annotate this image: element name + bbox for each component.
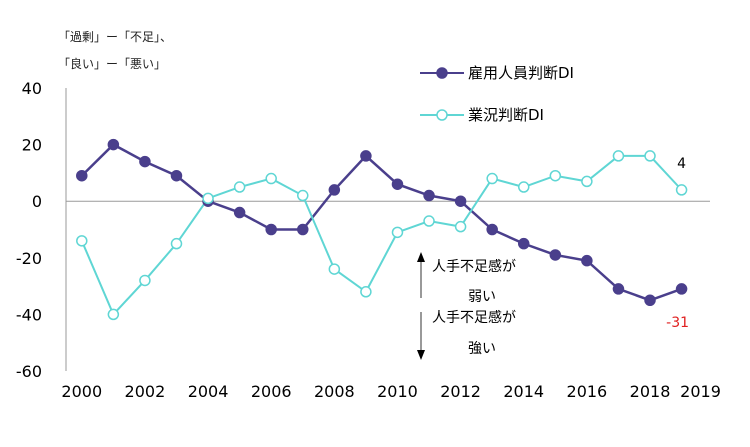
annotation-weak-line-1: 人手不足感が xyxy=(432,259,516,275)
data-point-employment xyxy=(486,223,498,236)
data-point-business xyxy=(139,274,151,287)
data-point-employment xyxy=(297,223,309,236)
legend-business-label: 業況判断DI xyxy=(468,106,544,124)
arrow-down-icon xyxy=(417,350,425,360)
data-point-employment xyxy=(328,184,341,196)
annotation-weak-line-2: 弱い xyxy=(468,289,496,305)
data-point-business xyxy=(581,175,593,188)
data-point-employment xyxy=(675,283,688,295)
legend-employment: 雇用人員判断DI xyxy=(420,62,574,83)
data-point-business xyxy=(202,192,214,205)
data-point-employment xyxy=(360,150,372,162)
data-point-employment xyxy=(107,138,120,151)
data-point-business xyxy=(170,237,183,250)
data-point-business xyxy=(233,181,246,193)
legend-business: 業況判断DI xyxy=(420,104,544,125)
data-point-employment xyxy=(265,223,277,236)
end-label-employment: -31 xyxy=(666,315,689,331)
x-tick-label: 2012 xyxy=(440,382,481,401)
data-point-business xyxy=(391,226,404,239)
x-tick-label: 2019 xyxy=(680,382,721,401)
annotation-strong-line-2: 強い xyxy=(468,341,496,357)
x-tick-label: 2018 xyxy=(630,382,671,401)
annotation-arrows xyxy=(417,252,425,360)
legend-employment-swatch xyxy=(420,66,464,79)
arrow-up-icon xyxy=(417,252,425,262)
axes xyxy=(65,88,710,371)
x-tick-label: 2002 xyxy=(125,382,166,401)
y-tick-label: -20 xyxy=(16,249,42,268)
x-tick-label: 2006 xyxy=(251,382,292,401)
data-point-business xyxy=(517,181,530,193)
data-point-business xyxy=(360,286,372,298)
x-tick-label: 2004 xyxy=(188,382,229,401)
legend-business-swatch xyxy=(420,108,464,121)
y-tick-label: 40 xyxy=(22,79,42,98)
data-point-employment xyxy=(139,155,151,168)
y-tick-label: 0 xyxy=(32,192,42,211)
x-tick-label: 2016 xyxy=(567,382,608,401)
data-point-business xyxy=(423,215,435,227)
data-point-employment xyxy=(454,195,467,207)
data-point-business xyxy=(675,184,688,196)
note-line-1: 「過剰」ー「不足」、 xyxy=(58,30,173,44)
series-line-employment xyxy=(80,143,683,302)
data-point-employment xyxy=(170,169,183,182)
data-point-business xyxy=(612,150,625,162)
data-point-business xyxy=(76,235,88,247)
x-tick-label: 2014 xyxy=(503,382,544,401)
data-point-business xyxy=(107,308,120,321)
data-point-employment xyxy=(76,169,88,182)
y-tick-label: -40 xyxy=(16,305,42,324)
data-point-business xyxy=(328,263,341,275)
note-line-2: 「良い」ー「悪い」 xyxy=(58,57,167,71)
data-point-employment xyxy=(612,283,625,295)
series-layer xyxy=(76,138,688,321)
y-tick-label: 20 xyxy=(22,136,42,155)
data-point-business xyxy=(265,172,277,185)
legend-employment-label: 雇用人員判断DI xyxy=(468,64,574,82)
x-tick-label: 2010 xyxy=(377,382,418,401)
x-tick-label: 2008 xyxy=(314,382,355,401)
end-label-business: 4 xyxy=(677,156,686,172)
data-point-employment xyxy=(581,254,593,267)
data-point-business xyxy=(644,150,656,162)
annotation-strong-line-1: 人手不足感が xyxy=(432,310,516,326)
data-point-business xyxy=(486,172,498,185)
data-point-employment xyxy=(423,189,435,202)
y-tick-label: -60 xyxy=(16,362,42,381)
data-point-business xyxy=(549,169,562,182)
data-point-employment xyxy=(391,178,404,190)
x-tick-label: 2000 xyxy=(61,382,102,401)
data-point-business xyxy=(297,189,309,202)
data-point-employment xyxy=(233,206,246,219)
data-point-employment xyxy=(549,249,562,261)
data-point-business xyxy=(454,220,467,233)
data-point-employment xyxy=(517,237,530,250)
data-point-employment xyxy=(644,294,656,306)
tick-labels: 40 20 0 -20 -40 -60 2000 2002 2004 2006 2008 2010 20… xyxy=(16,79,721,401)
